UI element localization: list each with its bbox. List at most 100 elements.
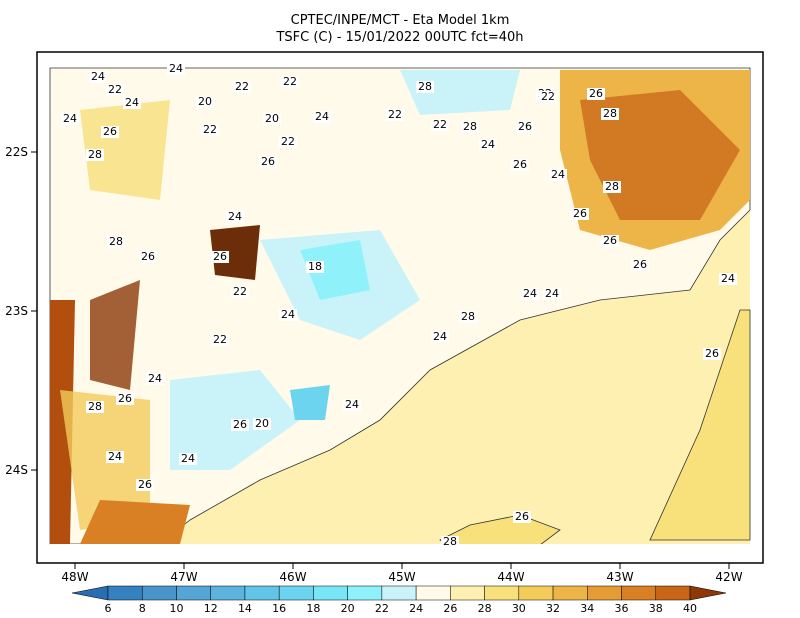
- contour-label: 26: [515, 510, 529, 523]
- contour-label: 26: [213, 250, 227, 263]
- contour-label: 26: [261, 155, 275, 168]
- contour-label-bg: [123, 97, 141, 109]
- colorbar-box: [518, 585, 554, 601]
- colorbar-box: [415, 585, 451, 601]
- colorbar-label: 20: [341, 602, 355, 615]
- contour-label: 28: [603, 107, 617, 120]
- colorbar-label: 22: [375, 602, 389, 615]
- colorbar-box: [210, 585, 246, 601]
- colorbar-label: 12: [204, 602, 218, 615]
- contour-label: 22: [108, 83, 122, 96]
- lon-label: 42W: [715, 570, 742, 584]
- colorbar-label: 26: [443, 602, 457, 615]
- contour-label: 24: [481, 138, 495, 151]
- contour-label-bg: [211, 334, 229, 346]
- colorbar-label: 16: [272, 602, 286, 615]
- contour-label-bg: [281, 76, 299, 88]
- contour-label: 24: [433, 330, 447, 343]
- lat-label: 24S: [5, 463, 28, 477]
- contour-label-bg: [513, 511, 531, 523]
- contour-label: 28: [463, 120, 477, 133]
- contour-label-bg: [703, 348, 721, 360]
- contour-label-bg: [601, 108, 619, 120]
- contour-label: 24: [169, 62, 183, 75]
- colorbar-box: [278, 585, 314, 601]
- colorbar-label: 34: [580, 602, 594, 615]
- contour-label: 22: [235, 80, 249, 93]
- colorbar-box: [621, 585, 657, 601]
- colorbar-box: [313, 585, 348, 601]
- colorbar-box: [450, 585, 485, 601]
- contour-label-bg: [386, 109, 404, 121]
- contour-label-bg: [313, 111, 331, 123]
- contour-label-bg: [343, 399, 361, 411]
- contour-label: 28: [461, 310, 475, 323]
- colorbar-arrow-left: [71, 585, 109, 601]
- contour-label-bg: [146, 373, 164, 385]
- contour-label: 22: [541, 90, 555, 103]
- contour-label: 28: [88, 400, 102, 413]
- map-frame: [36, 51, 764, 564]
- colorbar-box: [655, 585, 691, 601]
- contour-label: 24: [551, 168, 565, 181]
- subtitle: TSFC (C) - 15/01/2022 00UTC fct=40h: [275, 30, 523, 45]
- contour-label-bg: [101, 126, 119, 138]
- contour-label-bg: [107, 236, 125, 248]
- contour-label-bg: [116, 393, 134, 405]
- contour-label-bg: [61, 113, 79, 125]
- contour-label: 26: [633, 258, 647, 271]
- contour-label: 22: [283, 75, 297, 88]
- contour-label: 22: [388, 108, 402, 121]
- contour-label-bg: [549, 169, 567, 181]
- contour-label-bg: [441, 536, 459, 548]
- colorbar-label: 18: [306, 602, 320, 615]
- contour-label: 22: [281, 135, 295, 148]
- colorbar-box: [244, 585, 280, 601]
- contour-label-bg: [86, 401, 104, 413]
- contour-label-bg: [201, 124, 219, 136]
- colorbar-box: [107, 585, 143, 601]
- contour-label: 24: [545, 287, 559, 300]
- contour-label-bg: [511, 159, 529, 171]
- contour-label-bg: [106, 84, 124, 96]
- contour-label-bg: [719, 273, 737, 285]
- contour-label-bg: [196, 96, 214, 108]
- colorbar-label: 24: [409, 602, 423, 615]
- contour-label: 24: [523, 287, 537, 300]
- contour-label: 26: [138, 478, 152, 491]
- lon-label: 46W: [279, 570, 306, 584]
- colorbar-box: [381, 585, 417, 601]
- colorbar-label: 14: [238, 602, 252, 615]
- contour-label: 20: [265, 112, 279, 125]
- contour-label-bg: [587, 88, 605, 100]
- contour-label: 28: [443, 535, 457, 548]
- contour-label-bg: [431, 331, 449, 343]
- colorbar-label: 32: [546, 602, 560, 615]
- contour-label: 26: [705, 347, 719, 360]
- colorbar-label: 6: [105, 602, 112, 615]
- colorbar-box: [587, 585, 622, 601]
- colorbar-box: [347, 585, 383, 601]
- contour-label-bg: [233, 81, 251, 93]
- contour-label: 20: [255, 417, 269, 430]
- contour-label-bg: [89, 71, 107, 83]
- contour-label-bg: [226, 211, 244, 223]
- contour-label: 24: [345, 398, 359, 411]
- contour-label-bg: [306, 261, 324, 273]
- contour-label-bg: [279, 136, 297, 148]
- contour-label: 22: [213, 333, 227, 346]
- lon-label: 43W: [606, 570, 633, 584]
- contour-label: 26: [141, 250, 155, 263]
- contour-label-bg: [479, 139, 497, 151]
- lon-label: 45W: [388, 570, 415, 584]
- contour-label-bg: [416, 81, 434, 93]
- contour-label: 24: [63, 112, 77, 125]
- colorbar-box: [552, 585, 588, 601]
- colorbar-label: 36: [615, 602, 629, 615]
- contour-label-bg: [431, 119, 449, 131]
- contour-label: 24: [721, 272, 735, 285]
- colorbar-box: [484, 585, 520, 601]
- contour-label: 26: [118, 392, 132, 405]
- contour-label: 28: [605, 180, 619, 193]
- colorbar-label: 8: [139, 602, 146, 615]
